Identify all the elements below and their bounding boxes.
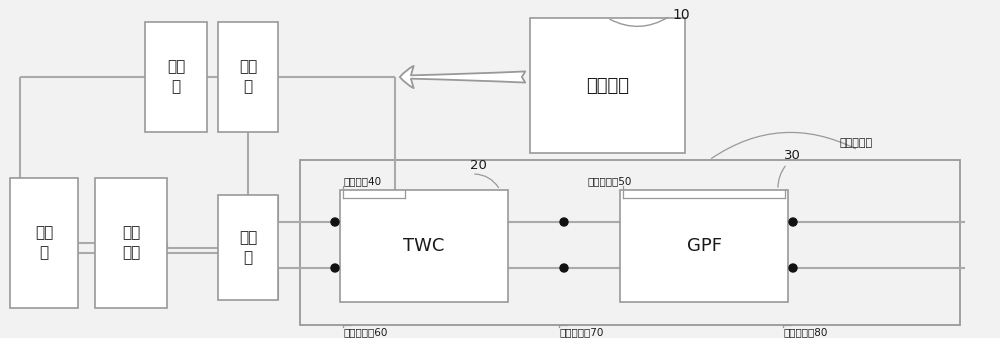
Text: 后处理系统: 后处理系统 xyxy=(840,138,873,148)
Text: 温度传感器80: 温度传感器80 xyxy=(783,327,827,337)
Circle shape xyxy=(789,264,797,272)
Circle shape xyxy=(331,218,339,226)
Text: GPF: GPF xyxy=(686,237,722,255)
Text: 发动
机: 发动 机 xyxy=(35,225,53,260)
Text: TWC: TWC xyxy=(403,237,445,255)
Circle shape xyxy=(560,218,568,226)
Text: 温度传感器70: 温度传感器70 xyxy=(559,327,603,337)
Text: 压差传感器50: 压差传感器50 xyxy=(588,176,632,186)
Text: 20: 20 xyxy=(470,159,487,172)
Bar xyxy=(95,178,167,308)
Text: 中冷
器: 中冷 器 xyxy=(167,59,185,94)
Text: 增压
器: 增压 器 xyxy=(239,59,257,94)
Text: 温度传感器60: 温度传感器60 xyxy=(343,327,387,337)
Bar xyxy=(340,190,508,302)
Bar xyxy=(10,178,78,308)
Text: 增压
器: 增压 器 xyxy=(239,230,257,265)
Circle shape xyxy=(331,264,339,272)
Text: 30: 30 xyxy=(784,149,801,162)
Bar xyxy=(145,22,207,132)
Bar xyxy=(218,22,278,132)
Circle shape xyxy=(560,264,568,272)
Circle shape xyxy=(789,218,797,226)
Bar xyxy=(530,18,685,153)
Text: 控制单元: 控制单元 xyxy=(586,76,629,95)
Bar xyxy=(218,195,278,300)
Text: 氧传感器40: 氧传感器40 xyxy=(343,176,381,186)
Text: 10: 10 xyxy=(672,8,690,22)
Bar xyxy=(300,160,960,325)
Text: 相关
硬件: 相关 硬件 xyxy=(122,225,140,260)
Bar xyxy=(620,190,788,302)
